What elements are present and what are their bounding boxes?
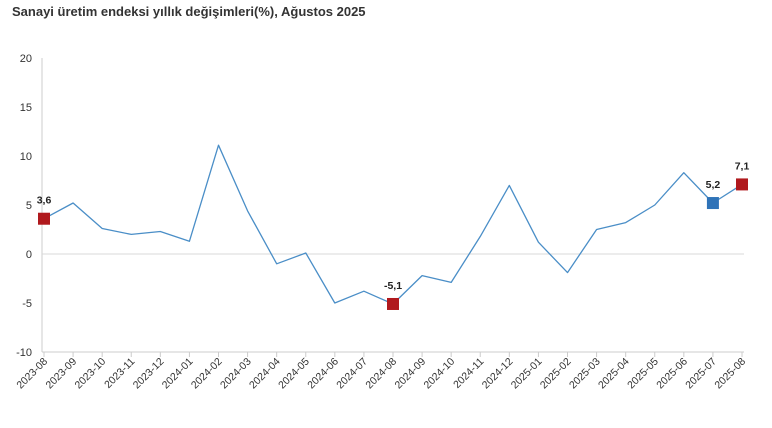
highlight-marker bbox=[706, 197, 719, 210]
highlight-markers bbox=[38, 178, 748, 310]
y-tick-label: -10 bbox=[16, 347, 32, 359]
x-tick-label: 2024-01 bbox=[160, 356, 196, 392]
x-tick-label: 2023-10 bbox=[73, 356, 109, 392]
y-axis-ticks: 20 15 10 5 0 -5 -10 bbox=[16, 53, 32, 359]
y-tick-label: -5 bbox=[22, 298, 32, 310]
highlight-marker bbox=[38, 212, 50, 225]
x-tick-label: 2025-05 bbox=[625, 356, 661, 392]
highlight-marker bbox=[736, 178, 748, 191]
y-tick-label: 10 bbox=[20, 151, 32, 163]
x-tick-label: 2025-01 bbox=[509, 356, 545, 392]
data-label: 3,6 bbox=[37, 195, 52, 207]
x-tick-label: 2025-03 bbox=[567, 356, 603, 392]
y-tick-label: 15 bbox=[20, 102, 32, 114]
x-tick-label: 2024-03 bbox=[218, 356, 254, 392]
y-tick-label: 0 bbox=[26, 249, 32, 261]
y-tick-label: 5 bbox=[26, 200, 32, 212]
x-tick-label: 2025-04 bbox=[596, 356, 632, 392]
x-axis-ticks: 2023-082023-092023-102023-112023-122024-… bbox=[14, 352, 748, 391]
x-tick-label: 2023-09 bbox=[43, 356, 79, 392]
x-tick-label: 2024-10 bbox=[422, 356, 458, 392]
data-label: 5,2 bbox=[706, 179, 721, 191]
x-tick-label: 2025-06 bbox=[654, 356, 690, 392]
x-tick-label: 2024-07 bbox=[334, 356, 370, 392]
data-label: 7,1 bbox=[735, 160, 750, 172]
x-tick-label: 2024-09 bbox=[392, 356, 428, 392]
data-label: -5,1 bbox=[384, 280, 402, 292]
x-tick-label: 2023-08 bbox=[14, 356, 50, 392]
x-tick-label: 2024-02 bbox=[189, 356, 225, 392]
x-tick-label: 2025-02 bbox=[538, 356, 574, 392]
x-tick-label: 2023-12 bbox=[131, 356, 167, 392]
x-tick-label: 2024-04 bbox=[247, 356, 283, 392]
x-tick-label: 2025-07 bbox=[683, 356, 719, 392]
x-tick-label: 2024-08 bbox=[363, 356, 399, 392]
x-tick-label: 2024-05 bbox=[276, 356, 312, 392]
y-tick-label: 20 bbox=[20, 53, 32, 65]
highlight-marker bbox=[387, 297, 399, 310]
x-tick-label: 2024-12 bbox=[480, 356, 516, 392]
chart-title: Sanayi üretim endeksi yıllık değişimleri… bbox=[12, 4, 366, 19]
data-labels: 3,6 -5,1 5,2 7,1 bbox=[37, 160, 750, 292]
x-tick-label: 2025-08 bbox=[712, 356, 748, 392]
x-tick-label: 2024-06 bbox=[305, 356, 341, 392]
